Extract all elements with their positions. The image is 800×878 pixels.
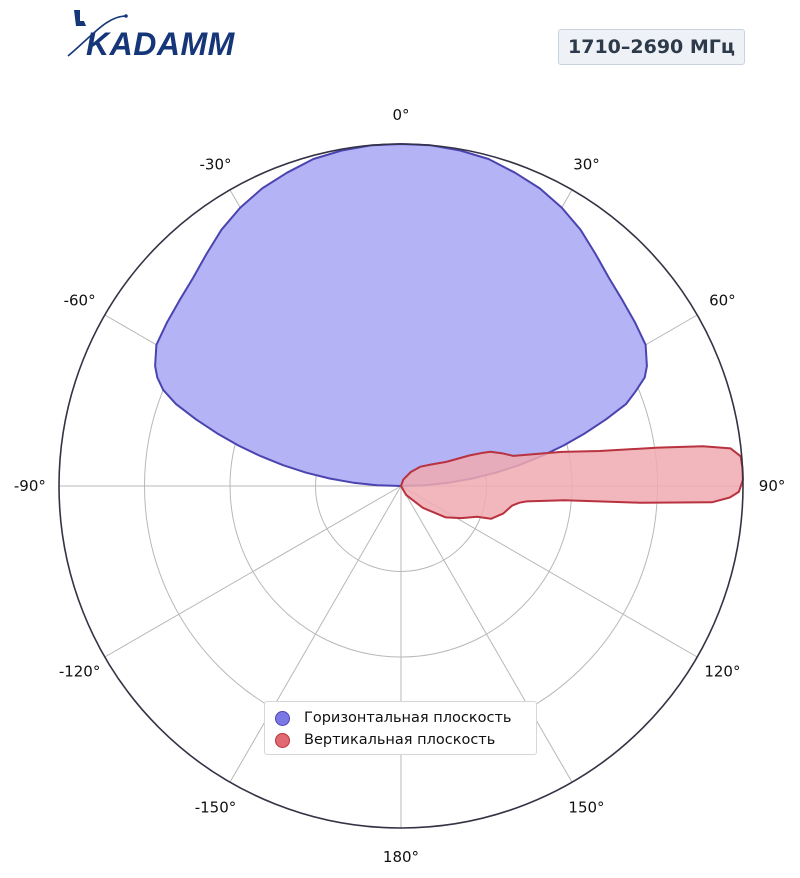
legend-item-horizontal: Горизонтальная плоскость xyxy=(275,707,526,729)
legend-label-horizontal: Горизонтальная плоскость xyxy=(304,710,512,726)
angle-grid-line xyxy=(229,485,402,783)
chart-legend: Горизонтальная плоскость Вертикальная пл… xyxy=(264,701,537,755)
outer-ring-layer xyxy=(58,143,744,829)
angle-tick-label: -30° xyxy=(200,156,232,174)
kadamm-logo: KADAMM xyxy=(67,10,236,62)
legend-marker-vertical xyxy=(275,732,290,748)
logo-dot xyxy=(124,14,128,18)
logo-swoosh xyxy=(67,15,127,57)
angle-tick-label: 60° xyxy=(709,292,736,310)
angle-tick-label: -120° xyxy=(59,663,101,681)
angle-tick-label: -60° xyxy=(64,292,96,310)
angle-tick-label: 90° xyxy=(759,477,786,495)
angle-tick-label: 30° xyxy=(573,156,600,174)
angle-grid-line xyxy=(400,485,573,783)
legend-label-vertical: Вертикальная плоскость xyxy=(304,732,496,748)
frequency-band-badge: 1710–2690 МГц xyxy=(558,29,745,65)
angle-tick-label: 120° xyxy=(704,663,740,681)
series-layer xyxy=(154,143,744,520)
angle-ticks: 0° 30° 60° 90° 120° 150° 180° -150° -120° -90° -60… xyxy=(14,106,785,866)
legend-marker-horizontal xyxy=(275,710,290,726)
logo-mark xyxy=(74,10,86,26)
angle-tick-label: 180° xyxy=(383,848,419,866)
logo-wordmark: KADAMM xyxy=(86,26,236,62)
angle-tick-label: -150° xyxy=(195,798,237,816)
outer-ring xyxy=(58,143,744,829)
legend-item-vertical: Вертикальная плоскость xyxy=(275,729,526,751)
series-area-horizontal xyxy=(154,143,648,487)
angle-tick-label: 0° xyxy=(392,106,409,124)
angle-grid-line xyxy=(104,485,402,658)
angle-tick-label: -90° xyxy=(14,477,46,495)
angle-tick-label: 150° xyxy=(568,798,604,816)
